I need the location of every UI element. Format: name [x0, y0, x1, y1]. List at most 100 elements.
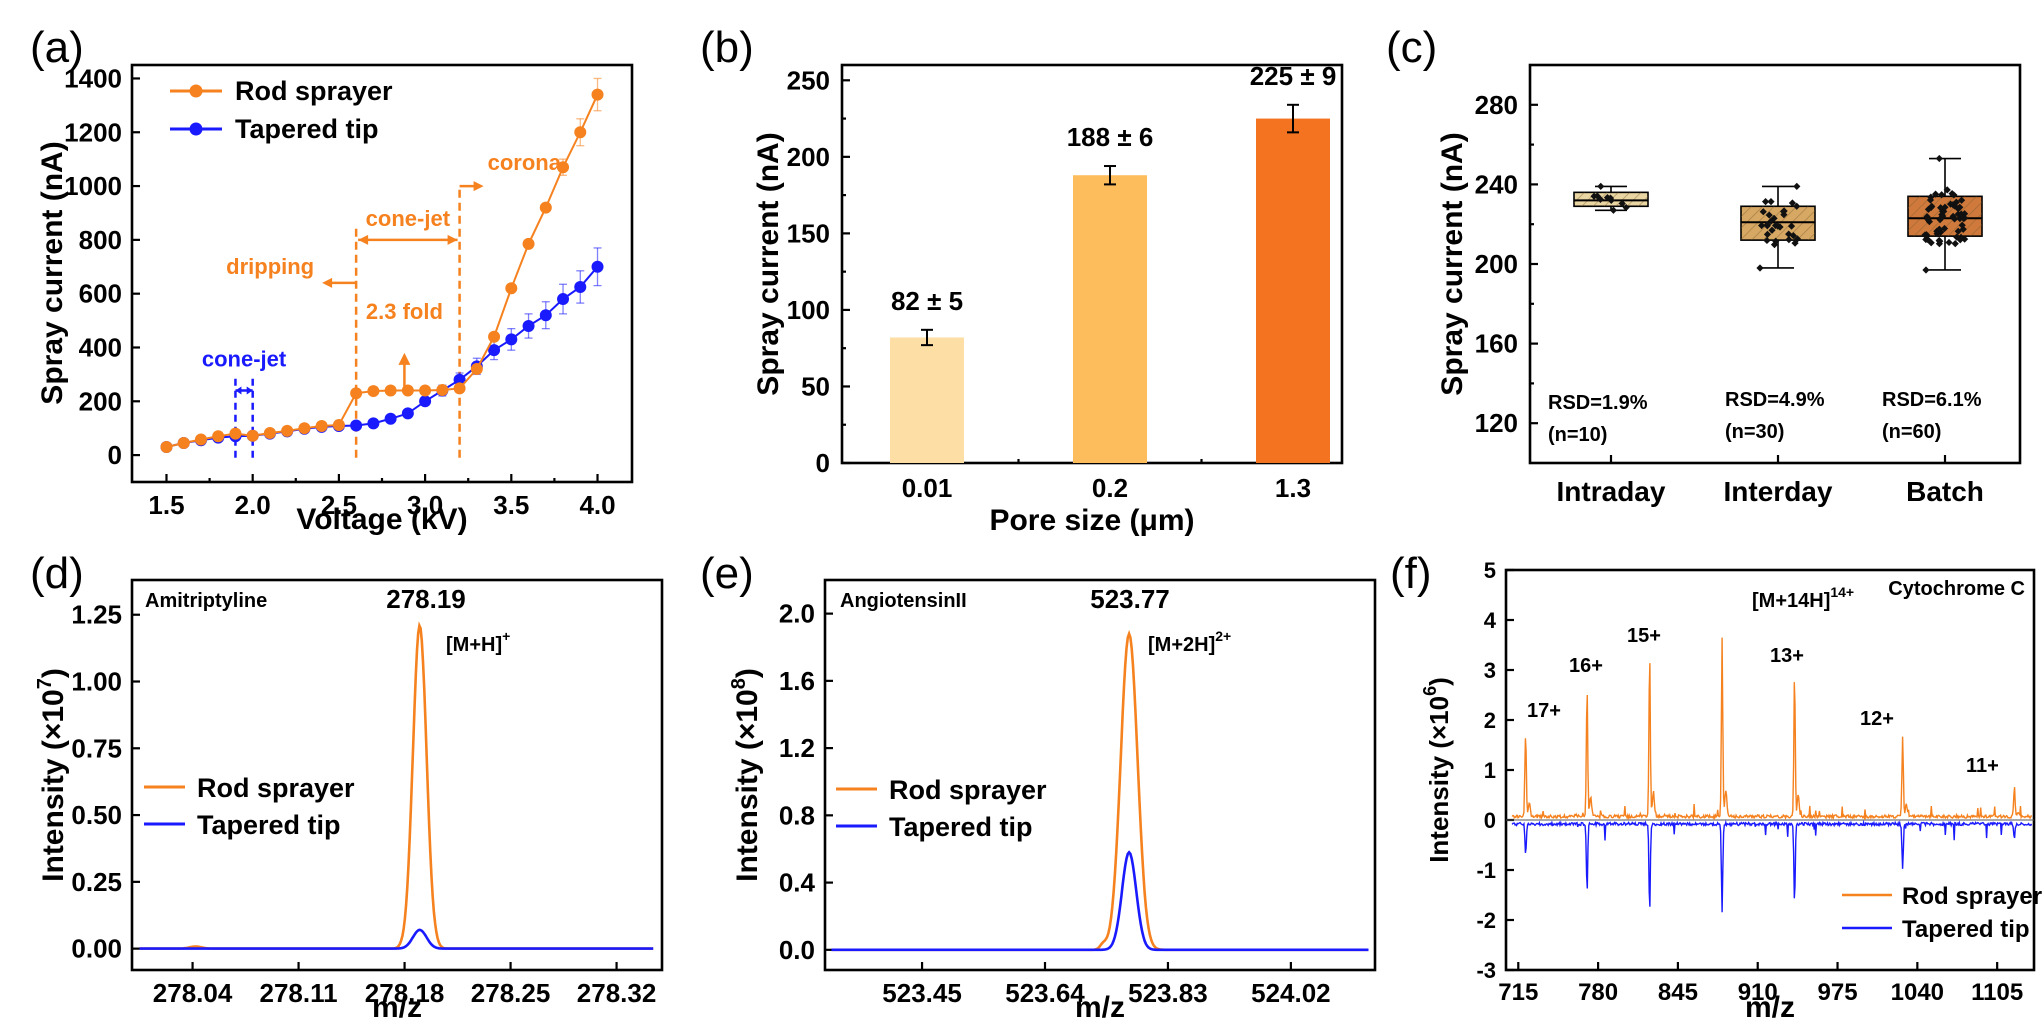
panel-f-xlabel: m/z: [1745, 991, 1795, 1024]
tapered-tip-trace: [1511, 819, 2033, 913]
panel-b-value-labels: 82 ± 5 188 ± 6 225 ± 9: [891, 61, 1336, 316]
rod-sprayer-point: [419, 384, 432, 397]
bar: [890, 337, 964, 463]
arrow-head-up: [398, 352, 411, 365]
data-point: [1923, 212, 1931, 221]
legend-label-rod: Rod sprayer: [1902, 883, 2042, 910]
y-tick-label: 50: [801, 371, 830, 401]
cone-jet-label: cone-jet: [366, 206, 451, 231]
data-point: [1788, 199, 1797, 207]
data-point: [1785, 236, 1793, 244]
data-point: [1941, 203, 1949, 211]
legend-label-tapered: Tapered tip: [197, 810, 341, 840]
data-point: [1921, 231, 1929, 239]
panel-e-legend: Rod sprayer Tapered tip: [836, 775, 1047, 842]
panel-f-frame: [1504, 568, 2036, 972]
y-tick-label: 1: [1484, 758, 1496, 783]
y-tick-label: 0: [1484, 808, 1496, 833]
data-point: [1759, 208, 1767, 216]
rod-sprayer-point: [177, 436, 190, 449]
tapered-tip-point: [539, 309, 552, 322]
x-tick-label: 278.11: [260, 978, 338, 1008]
data-point: [1926, 196, 1935, 204]
x-tick-label: 0.01: [902, 473, 953, 503]
panel-e-xlabel: m/z: [1075, 991, 1125, 1024]
y-tick-label: 1400: [64, 63, 122, 93]
y-tick-label: 0.8: [779, 800, 815, 830]
y-tick-label: 0.50: [71, 800, 122, 830]
data-point: [1606, 194, 1615, 202]
bar-value-label: 188 ± 6: [1067, 122, 1154, 152]
charge-label: 11+: [1966, 755, 1999, 777]
legend-marker-rod: [189, 84, 203, 98]
y-tick-label: 800: [79, 225, 122, 255]
x-tick-label: 278.32: [577, 978, 657, 1008]
y-tick-label: 5: [1484, 558, 1496, 583]
y-tick-label: 0.25: [71, 867, 122, 897]
x-tick-label: 523.64: [1005, 978, 1085, 1008]
data-point: [1761, 198, 1770, 206]
data-point: [1787, 222, 1796, 230]
panel-f-charge-labels: 17+ 16+ 15+ 13+ 12+ 11+: [1527, 625, 1999, 777]
rsd-label: RSD=6.1%: [1882, 389, 1982, 411]
tapered-tip-point: [591, 260, 604, 273]
panel-d-letter: (d): [30, 549, 84, 598]
legend-label-tapered: Tapered tip: [889, 812, 1033, 842]
compound-label: AngiotensinII: [840, 590, 967, 612]
panel-d-ticks: 278.04 278.11 278.18 278.25 278.32 0.00 0.25 0.…: [71, 600, 656, 1008]
rod-sprayer-point: [350, 387, 363, 400]
data-point: [1957, 196, 1966, 204]
x-tick-label: 2.0: [235, 490, 271, 520]
data-point: [1772, 237, 1780, 245]
arrow-head-right: [473, 181, 484, 192]
x-tick-label: 975: [1818, 979, 1858, 1006]
rod-sprayer-point: [212, 430, 225, 443]
tapered-tip-point: [401, 407, 414, 420]
x-tick-label: 1.3: [1275, 473, 1311, 503]
data-point: [1785, 230, 1793, 238]
rod-sprayer-point: [488, 330, 501, 343]
data-point: [1791, 239, 1799, 247]
data-point: [1924, 215, 1932, 224]
rod-sprayer-point: [539, 201, 552, 214]
data-point: [1937, 204, 1945, 212]
x-tick-label: 0.2: [1092, 473, 1128, 503]
arrow-head-left: [322, 277, 333, 288]
data-point: [1771, 221, 1780, 230]
data-point: [1767, 217, 1775, 225]
bar-value-label: 82 ± 5: [891, 286, 963, 316]
bar: [1256, 118, 1330, 464]
panel-f-data: [1506, 637, 2034, 913]
charge-label: 13+: [1770, 645, 1804, 667]
ion-label: [M+H]+: [446, 628, 510, 656]
data-point: [1622, 203, 1630, 212]
panel-e-ticks: 523.45 523.64 523.83 524.02 0.0 0.4 0.8 1.2 1.6 2…: [779, 599, 1331, 1008]
y-tick-label: 100: [787, 295, 830, 325]
panel-a-annotations: cone-jet corona dripping 2.3 fold cone-jet: [202, 150, 562, 458]
legend-label-tapered: Tapered tip: [1902, 916, 2030, 943]
charge-label: 16+: [1569, 655, 1603, 677]
y-tick-label: 0.00: [71, 934, 122, 964]
panel-f-ylabel: Intensity (×106): [1420, 677, 1454, 863]
rod-sprayer-point: [384, 384, 397, 397]
x-tick-label: 1040: [1891, 979, 1944, 1006]
tapered-tip-point: [384, 412, 397, 425]
data-point: [1618, 199, 1626, 208]
panel-f-legend: Rod sprayer Tapered tip: [1842, 883, 2042, 943]
y-tick-label: 2.0: [779, 599, 815, 629]
y-tick-label: 200: [1475, 249, 1518, 279]
data-point: [1767, 198, 1775, 206]
data-point: [1793, 182, 1801, 190]
x-tick-label: 1105: [1971, 979, 2023, 1006]
panel-d-data: [139, 621, 654, 950]
x-tick-label: 524.02: [1251, 978, 1331, 1008]
x-tick-label: 278.25: [471, 978, 551, 1008]
data-point: [1593, 192, 1601, 200]
tapered-tip-trace: [831, 850, 1369, 952]
data-point: [1938, 191, 1946, 199]
y-tick-label: 280: [1475, 90, 1518, 120]
x-tick-label: 3.5: [493, 490, 529, 520]
data-point: [1946, 200, 1955, 208]
arrow-head-left: [358, 234, 369, 245]
rod-sprayer-point: [522, 237, 535, 250]
